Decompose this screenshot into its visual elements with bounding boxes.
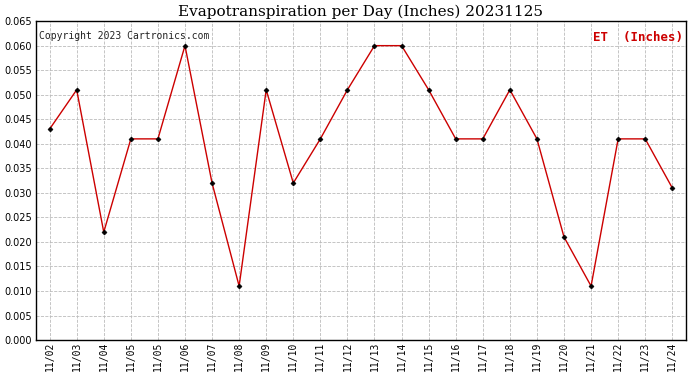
Text: Copyright 2023 Cartronics.com: Copyright 2023 Cartronics.com: [39, 31, 210, 40]
Text: ET  (Inches): ET (Inches): [593, 31, 682, 44]
Title: Evapotranspiration per Day (Inches) 20231125: Evapotranspiration per Day (Inches) 2023…: [179, 4, 544, 18]
